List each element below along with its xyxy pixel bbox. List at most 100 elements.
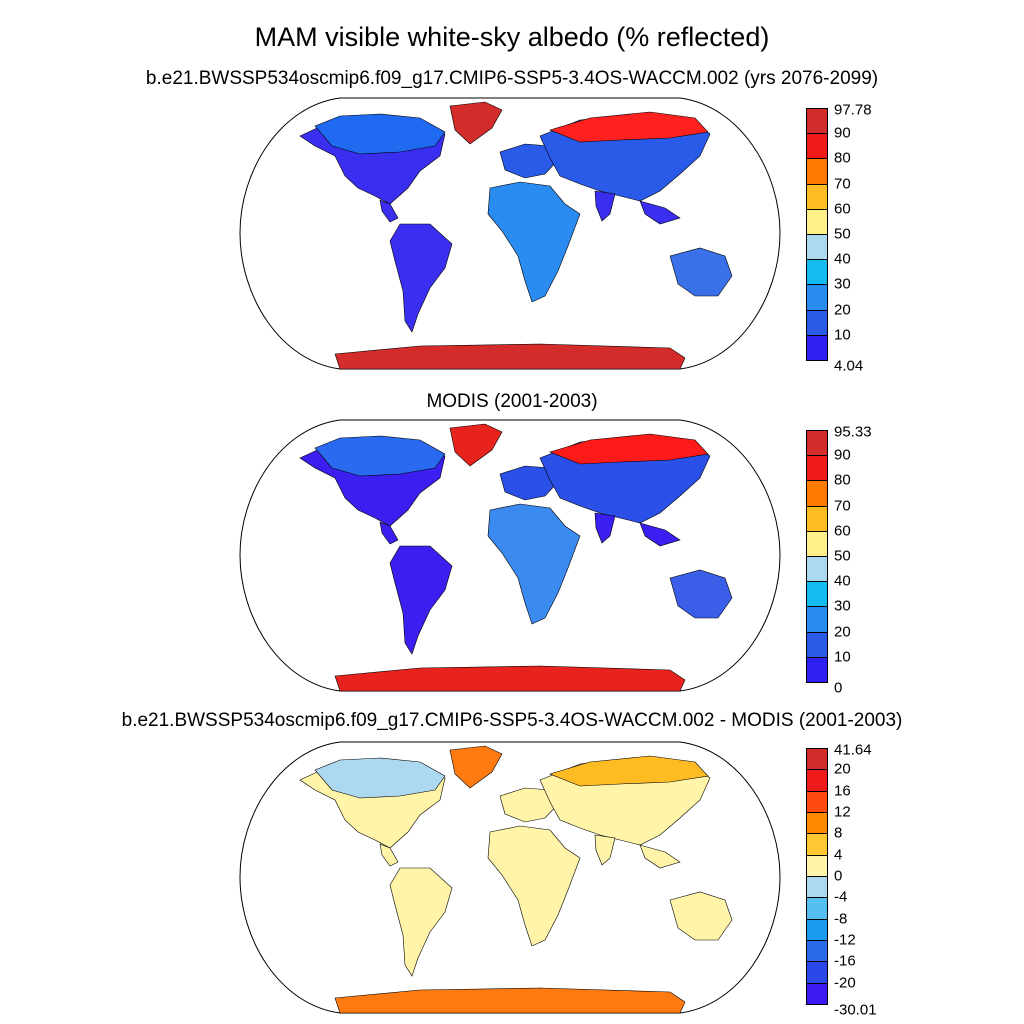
colorbar-label: 20 <box>834 301 851 319</box>
colorbar-label: 0 <box>834 867 843 885</box>
colorbar-label: 30 <box>834 597 851 615</box>
land-india <box>594 512 616 544</box>
colorbar-swatch <box>806 234 828 261</box>
colorbar-swatch <box>806 530 828 557</box>
modis-colorbar: 95.33 90 80 70 60 50 40 30 20 10 0 <box>806 424 872 697</box>
model-albedo-map <box>239 97 781 370</box>
colorbar-swatch <box>806 183 828 210</box>
land-australia <box>669 891 733 941</box>
colorbar-swatch <box>806 918 828 941</box>
land-greenland <box>449 423 503 467</box>
colorbar-swatch <box>806 133 828 160</box>
colorbar-label: 8 <box>834 824 843 842</box>
land-africa <box>487 181 581 303</box>
difference-albedo-map <box>239 741 781 1014</box>
colorbar-swatch <box>806 854 828 877</box>
land-canada <box>314 113 446 155</box>
colorbar-label: 97.78 <box>834 101 872 119</box>
colorbar-label: 50 <box>834 225 851 243</box>
colorbar-label: -8 <box>834 910 848 928</box>
colorbar-swatch <box>806 897 828 920</box>
land-siberia <box>549 755 709 787</box>
land-australia <box>669 247 733 297</box>
land-camerica <box>379 843 399 867</box>
colorbar-label: 10 <box>834 326 851 344</box>
colorbar-label: 40 <box>834 572 851 590</box>
modis-albedo-map <box>239 419 781 692</box>
colorbar-label: 30 <box>834 275 851 293</box>
colorbar-swatch <box>806 790 828 813</box>
land-africa <box>487 503 581 625</box>
land-siberia <box>549 111 709 143</box>
colorbar-label: 70 <box>834 497 851 515</box>
colorbar-swatch <box>806 158 828 185</box>
colorbar-label: 60 <box>834 200 851 218</box>
colorbar-label: 90 <box>834 124 851 142</box>
colorbar-label: -16 <box>834 952 856 970</box>
colorbar-swatch <box>806 961 828 984</box>
colorbar-label: 50 <box>834 547 851 565</box>
panel-2-title: MODIS (2001-2003) <box>426 391 598 412</box>
colorbar-label: -4 <box>834 888 848 906</box>
colorbar-label: 10 <box>834 648 851 666</box>
model-colorbar: 97.78 90 80 70 60 50 40 30 20 10 4.04 <box>806 102 872 375</box>
colorbar-label: 16 <box>834 782 851 800</box>
land-india <box>594 834 616 866</box>
land-india <box>594 190 616 222</box>
colorbar-swatch <box>806 108 828 135</box>
colorbar-label: 0 <box>834 679 843 697</box>
land-seasia <box>639 522 681 547</box>
colorbar-label: 95.33 <box>834 423 872 441</box>
colorbar-swatch <box>806 606 828 633</box>
colorbar-label: 40 <box>834 250 851 268</box>
colorbar-swatch <box>806 455 828 482</box>
colorbar-label: 80 <box>834 471 851 489</box>
colorbar-swatch <box>806 748 828 771</box>
colorbar-label: 20 <box>834 623 851 641</box>
land-siberia <box>549 433 709 465</box>
land-europe <box>499 787 561 823</box>
land-africa <box>487 825 581 947</box>
colorbar-swatch <box>806 833 828 856</box>
colorbar-label: 20 <box>834 760 851 778</box>
land-samerica <box>389 223 453 333</box>
colorbar-swatch <box>806 940 828 963</box>
land-antarctica <box>334 665 686 692</box>
colorbar-label: 70 <box>834 175 851 193</box>
land-camerica <box>379 521 399 545</box>
land-samerica <box>389 545 453 655</box>
panel-3-title: b.e21.BWSSP534oscmip6.f09_g17.CMIP6-SSP5… <box>121 710 903 731</box>
colorbar-label: 41.64 <box>834 741 872 759</box>
colorbar-swatch <box>806 334 828 361</box>
colorbar-label: 90 <box>834 446 851 464</box>
colorbar-swatch <box>806 480 828 507</box>
colorbar-label: 80 <box>834 149 851 167</box>
colorbar-label: 60 <box>834 522 851 540</box>
difference-colorbar: 41.64 20 16 12 8 4 0 -4 -8 -12 -16 -20 -30.01 <box>806 742 877 1019</box>
land-europe <box>499 465 561 501</box>
colorbar-label: 4.04 <box>834 357 864 375</box>
colorbar-swatch <box>806 556 828 583</box>
land-camerica <box>379 199 399 223</box>
colorbar-swatch <box>806 208 828 235</box>
colorbar-label: -30.01 <box>834 1001 877 1019</box>
land-australia <box>669 569 733 619</box>
colorbar-label: 4 <box>834 846 843 864</box>
panel-1-title: b.e21.BWSSP534oscmip6.f09_g17.CMIP6-SSP5… <box>145 68 879 89</box>
colorbar-swatch <box>806 284 828 311</box>
land-greenland <box>449 745 503 789</box>
colorbar-label: -20 <box>834 974 856 992</box>
colorbar-swatch <box>806 505 828 532</box>
land-antarctica <box>334 343 686 370</box>
colorbar-swatch <box>806 309 828 336</box>
land-antarctica <box>334 987 686 1014</box>
colorbar-swatch <box>806 631 828 658</box>
land-canada <box>314 757 446 799</box>
colorbar-swatch <box>806 982 828 1005</box>
land-seasia <box>639 200 681 225</box>
colorbar-swatch <box>806 769 828 792</box>
land-seasia <box>639 844 681 869</box>
land-samerica <box>389 867 453 977</box>
colorbar-label: 12 <box>834 803 851 821</box>
colorbar-label: -12 <box>834 931 856 949</box>
